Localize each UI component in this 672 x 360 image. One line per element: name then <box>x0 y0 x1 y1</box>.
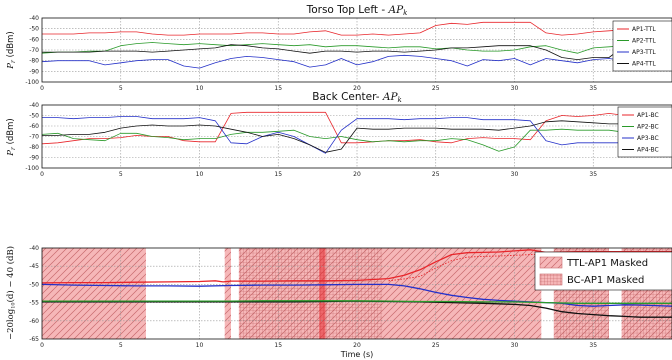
y-tick-label: -70 <box>29 47 39 54</box>
x-tick-label: 10 <box>196 171 204 178</box>
x-axis-label: Time (s) <box>340 350 374 359</box>
series-line-ap4-ttl <box>42 44 672 60</box>
series-layer <box>42 21 672 69</box>
y-tick-label: -90 <box>29 68 39 75</box>
x-tick-label: 30 <box>511 171 519 178</box>
series-line-ap1-bc <box>42 111 672 145</box>
mask-hatch <box>42 248 146 339</box>
y-tick-label: -40 <box>29 15 39 22</box>
x-tick-label: 0 <box>40 342 44 349</box>
series-line-ap3-bc <box>42 116 672 154</box>
series-layer <box>42 111 672 154</box>
x-tick-label: 0 <box>40 85 44 92</box>
panel-title: Back Center- APk <box>312 91 402 104</box>
x-tick-label: 10 <box>196 85 204 92</box>
x-tick-label: 20 <box>353 85 361 92</box>
x-tick-label: 25 <box>432 342 440 349</box>
plot-frame <box>41 17 672 83</box>
y-axis-label: Pr (dBm) <box>6 118 17 156</box>
plot-frame <box>41 247 672 340</box>
x-tick-label: 15 <box>274 85 282 92</box>
x-tick-label: 5 <box>119 342 123 349</box>
x-tick-label: 20 <box>353 342 361 349</box>
grid <box>42 105 672 168</box>
x-tick-label: 35 <box>589 85 597 92</box>
tick-labels: -100 -90 -80 -70 -60 -50 -40 0 5 10 15 20 25 30 35 <box>25 102 597 178</box>
series-line <box>42 300 672 304</box>
tick-labels: -100 -90 -80 -70 -60 -50 -40 0 5 10 15 20 25 30 35 <box>25 15 597 92</box>
legend: AP1-BC AP2-BC AP3-BC AP4-BC <box>617 106 672 158</box>
x-tick-label: 0 <box>40 171 44 178</box>
x-tick-label: 15 <box>274 171 282 178</box>
x-tick-label: 30 <box>511 85 519 92</box>
legend-label: AP2-BC <box>637 124 659 131</box>
legend: TTL-AP1 Masked BC-AP1 Masked <box>534 251 672 291</box>
series-line-ap3-ttl <box>42 54 672 69</box>
panel-masking: -65 -60 -55 -50 -45 -40 0 5 10 15 20 25 30 35 −20log1… <box>5 245 672 359</box>
panel-title: Torso Top Left - APk <box>306 4 408 17</box>
y-tick-label: -80 <box>29 144 39 151</box>
series-line-ap2-bc <box>42 128 672 152</box>
y-tick-label: -45 <box>29 263 39 270</box>
series-line-ap4-bc <box>42 120 672 153</box>
y-tick-label: -60 <box>29 318 39 325</box>
grid <box>42 18 672 82</box>
legend-box <box>612 20 672 72</box>
panel-torso-top-left: Torso Top Left - APk -100 -90 -80 -70 -60 -50… <box>6 4 672 92</box>
legend-label: TTL-AP1 Masked <box>566 258 648 269</box>
legend-swatch-hatch <box>540 257 562 268</box>
series-line <box>42 249 672 284</box>
x-tick-label: 35 <box>589 171 597 178</box>
y-tick-label: -80 <box>29 58 39 65</box>
x-tick-label: 15 <box>274 342 282 349</box>
y-axis-label: −20log10(d) − 40 (dB) <box>5 246 17 340</box>
tick-labels: -65 -60 -55 -50 -45 -40 0 5 10 15 20 25 30 35 <box>29 245 597 349</box>
legend-label: AP3-BC <box>637 135 659 142</box>
legend-label: AP1-TTL <box>632 26 656 33</box>
legend-label: BC-AP1 Masked <box>567 275 644 286</box>
y-tick-label: -90 <box>29 155 39 162</box>
legend: AP1-TTL AP2-TTL AP3-TTL AP4-TTL <box>612 20 672 72</box>
legend-label: AP2-TTL <box>632 38 656 45</box>
y-tick-label: -100 <box>25 165 39 172</box>
y-tick-label: -60 <box>29 36 39 43</box>
legend-label: AP1-BC <box>637 112 659 119</box>
y-tick-label: -40 <box>29 245 39 252</box>
x-tick-label: 5 <box>119 171 123 178</box>
y-tick-label: -100 <box>25 79 39 86</box>
series-line-ap2-ttl <box>42 42 672 54</box>
y-tick-label: -50 <box>29 26 39 33</box>
legend-label: AP3-TTL <box>632 49 656 56</box>
x-tick-label: 35 <box>589 342 597 349</box>
y-tick-label: -65 <box>29 336 39 343</box>
y-tick-label: -40 <box>29 102 39 109</box>
mask-spike <box>319 248 326 339</box>
y-axis-label: Pr (dBm) <box>6 31 17 69</box>
y-tick-label: -70 <box>29 134 39 141</box>
legend-label: AP4-TTL <box>632 61 656 68</box>
plot-frame <box>41 104 672 169</box>
y-tick-label: -50 <box>29 281 39 288</box>
x-tick-label: 30 <box>511 342 519 349</box>
x-tick-label: 20 <box>353 171 361 178</box>
x-tick-label: 10 <box>196 342 204 349</box>
legend-label: AP4-BC <box>637 147 659 154</box>
x-tick-label: 25 <box>432 171 440 178</box>
panel-back-center: Back Center- APk -100 -90 -80 -70 -60 -50 -40 0… <box>6 91 672 178</box>
legend-swatch-hatch <box>540 274 562 285</box>
x-tick-label: 5 <box>119 85 123 92</box>
y-tick-label: -55 <box>29 300 39 307</box>
series-line-ap1-ttl <box>42 21 672 36</box>
x-tick-label: 25 <box>432 85 440 92</box>
mask-span-grid <box>238 248 383 339</box>
series-line <box>42 283 672 307</box>
y-tick-label: -50 <box>29 113 39 120</box>
y-tick-label: -60 <box>29 123 39 130</box>
mask-hatch <box>224 248 231 339</box>
